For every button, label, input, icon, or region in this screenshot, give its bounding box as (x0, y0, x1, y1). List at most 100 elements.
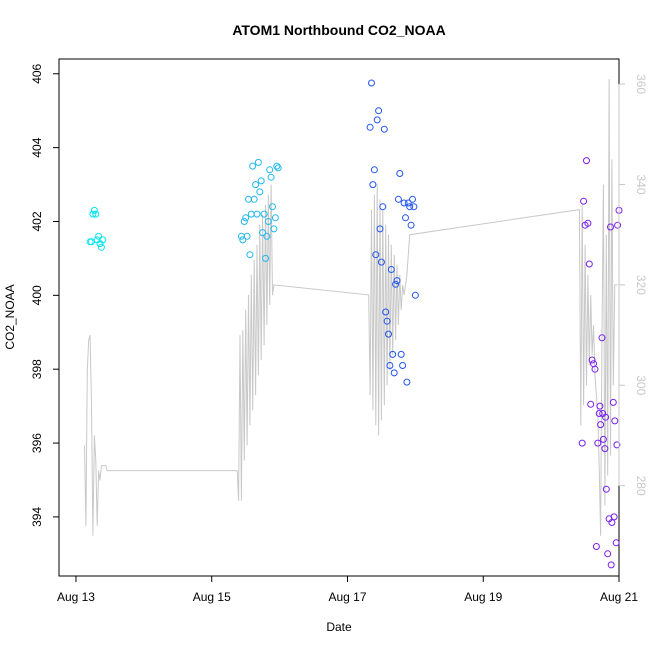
data-point (257, 177, 265, 185)
x-tick-label: Aug 15 (193, 590, 231, 604)
plot-frame (58, 58, 620, 577)
x-axis-label: Date (326, 620, 352, 634)
data-point (242, 214, 250, 222)
data-point (402, 214, 409, 222)
x-tick-label: Aug 21 (600, 590, 638, 604)
data-point (250, 195, 258, 203)
data-point (592, 543, 600, 550)
data-point (613, 441, 621, 449)
data-point (610, 513, 618, 521)
data-point (406, 203, 414, 211)
data-point (595, 410, 603, 417)
data-point (369, 181, 377, 189)
x-tick-label: Aug 13 (57, 590, 95, 604)
data-point (370, 166, 378, 174)
data-point (403, 378, 411, 386)
y-axis-label: CO2_NOAA (3, 284, 17, 349)
data-point (597, 421, 605, 429)
data-point (385, 330, 392, 338)
data-point (609, 398, 617, 406)
data-point (584, 219, 592, 227)
data-point (583, 157, 590, 165)
data-point (245, 195, 252, 203)
data-point (253, 210, 261, 218)
data-point (99, 236, 107, 244)
y-tick-label: 406 (30, 63, 44, 83)
data-point (604, 550, 612, 558)
data-point (249, 162, 257, 170)
data-point (580, 197, 588, 205)
data-point (89, 210, 97, 218)
data-point (587, 400, 595, 408)
x-tick-label: Aug 19 (464, 590, 502, 604)
data-point (407, 221, 415, 229)
data-point (611, 417, 619, 425)
data-point (387, 266, 395, 273)
data-point (379, 203, 387, 211)
data-point (376, 225, 384, 233)
y-axis-left: 394 396 398 400 402 404 406 (30, 63, 60, 527)
y-tick-label: 400 (30, 285, 44, 305)
data-point (266, 166, 274, 174)
y2-tick-label: 340 (634, 174, 648, 194)
data-point (404, 199, 412, 207)
data-point (591, 365, 599, 373)
data-point (254, 158, 262, 166)
data-point (607, 223, 614, 231)
data-point (95, 232, 103, 240)
data-point (375, 107, 383, 115)
data-point (601, 445, 609, 453)
data-point (377, 258, 385, 266)
data-point (97, 243, 105, 251)
y-tick-label: 402 (30, 211, 44, 231)
x-tick-label: Aug 17 (328, 590, 366, 604)
data-point (252, 181, 260, 189)
data-point (267, 173, 275, 181)
data-point (259, 229, 267, 237)
data-point (246, 251, 254, 259)
data-point (585, 260, 593, 268)
y-tick-label: 398 (30, 359, 44, 379)
data-point (392, 280, 400, 288)
data-point (399, 362, 407, 369)
data-point (373, 116, 381, 124)
data-point (90, 206, 98, 214)
data-point (260, 210, 268, 218)
y-tick-label: 394 (30, 507, 44, 527)
data-point (380, 125, 388, 133)
data-point (596, 402, 604, 410)
data-point (382, 308, 390, 316)
data-point (390, 369, 398, 377)
data-point (397, 350, 405, 358)
data-point (243, 232, 251, 240)
y2-tick-label: 300 (634, 375, 648, 395)
data-point (372, 251, 380, 259)
data-point (602, 485, 610, 493)
x-axis: Aug 13 Aug 15 Aug 17 Aug 19 Aug 21 (57, 575, 638, 604)
data-point (410, 203, 418, 211)
data-point (588, 356, 596, 364)
data-point (92, 210, 100, 218)
y2-tick-label: 360 (634, 74, 648, 94)
data-point (409, 195, 416, 203)
data-point (599, 435, 607, 443)
data-point (389, 350, 397, 358)
data-point (264, 218, 272, 225)
data-point (269, 203, 276, 211)
y2-tick-label: 320 (634, 275, 648, 295)
data-point (393, 277, 401, 285)
data-point (607, 561, 615, 569)
data-point (368, 79, 375, 87)
y-axis-right: 280 300 320 340 360 (618, 74, 648, 496)
data-point (273, 162, 281, 170)
data-point (400, 199, 408, 207)
scatter-points (86, 79, 623, 569)
data-point (411, 291, 419, 299)
data-point (602, 413, 610, 421)
data-point (271, 214, 279, 222)
data-point (247, 210, 255, 218)
data-point (396, 170, 404, 177)
data-point (240, 218, 248, 225)
data-point (239, 236, 247, 244)
